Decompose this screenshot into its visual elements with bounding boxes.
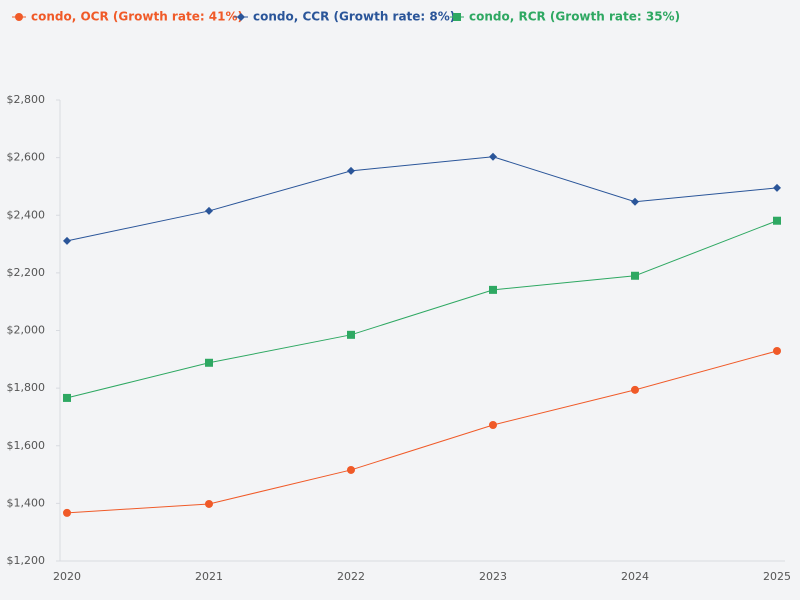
x-tick-label: 2024	[621, 570, 649, 583]
y-tick-label: $1,200	[7, 554, 46, 567]
legend-label: condo, CCR (Growth rate: 8%)	[253, 10, 455, 24]
series-line	[66, 156, 778, 242]
marker	[631, 271, 639, 280]
marker	[63, 393, 71, 402]
marker	[773, 346, 781, 355]
marker	[205, 358, 213, 367]
marker	[631, 197, 639, 206]
marker	[773, 216, 781, 225]
series-line	[66, 350, 778, 514]
y-tick-label: $2,200	[7, 266, 46, 279]
marker	[347, 166, 355, 175]
y-tick-label: $2,600	[7, 151, 46, 164]
x-tick-label: 2022	[337, 570, 365, 583]
marker	[63, 508, 71, 517]
x-tick-label: 2021	[195, 570, 223, 583]
marker	[631, 385, 639, 394]
y-tick-label: $2,400	[7, 208, 46, 221]
legend-label: condo, OCR (Growth rate: 41%)	[31, 10, 243, 24]
x-tick-label: 2023	[479, 570, 507, 583]
marker	[453, 13, 461, 21]
y-tick-label: $1,600	[7, 439, 46, 452]
marker	[489, 421, 497, 430]
legend-label: condo, RCR (Growth rate: 35%)	[469, 10, 680, 24]
y-tick-label: $1,400	[7, 496, 46, 509]
marker	[489, 152, 497, 161]
series-line	[66, 220, 778, 399]
y-tick-label: $2,000	[7, 324, 46, 337]
marker	[237, 13, 245, 21]
y-tick-label: $2,800	[7, 93, 46, 106]
marker	[347, 330, 355, 339]
marker	[773, 183, 781, 192]
marker	[489, 285, 497, 294]
x-tick-label: 2020	[53, 570, 81, 583]
marker	[347, 465, 355, 474]
marker	[205, 499, 213, 508]
marker	[63, 236, 71, 245]
marker	[15, 13, 23, 21]
x-tick-label: 2025	[763, 570, 791, 583]
marker	[205, 206, 213, 215]
y-tick-label: $1,800	[7, 381, 46, 394]
